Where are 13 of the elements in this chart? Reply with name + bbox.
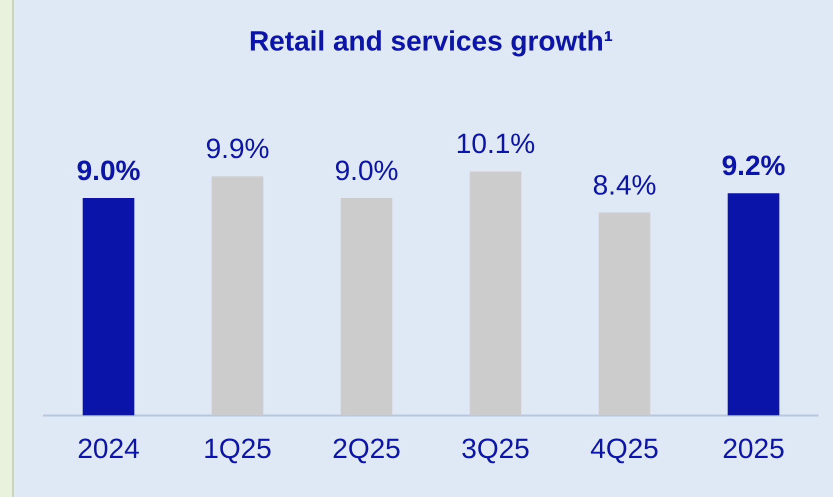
chart-title: Retail and services growth¹ bbox=[248, 26, 614, 57]
x-tick-label: 4Q25 bbox=[590, 432, 659, 464]
data-label: 8.4% bbox=[592, 169, 656, 200]
data-label: 9.0% bbox=[334, 154, 398, 186]
x-tick-label: 2Q25 bbox=[332, 432, 401, 464]
x-tick-label: 2025 bbox=[722, 432, 785, 464]
x-tick-label: 1Q25 bbox=[203, 432, 272, 464]
data-label: 9.2% bbox=[722, 150, 786, 181]
data-label: 10.1% bbox=[456, 128, 536, 160]
data-label: 9.0% bbox=[76, 154, 141, 186]
x-tick-label: 3Q25 bbox=[461, 432, 530, 464]
data-label: 9.9% bbox=[206, 133, 270, 164]
x-tick-label: 2024 bbox=[77, 432, 140, 464]
